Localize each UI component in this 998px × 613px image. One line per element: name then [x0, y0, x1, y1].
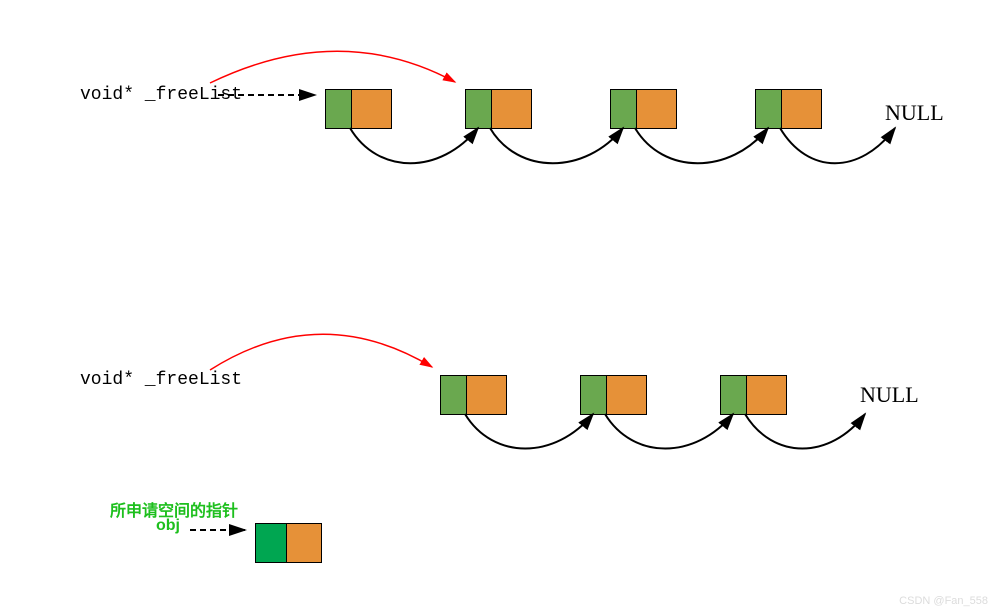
- node-data-part: [607, 376, 646, 414]
- list-node: [610, 89, 677, 129]
- curve-arrow: [780, 128, 895, 163]
- obj-node: [255, 523, 322, 563]
- red-arrow: [210, 51, 455, 83]
- curve-arrow: [490, 128, 623, 163]
- list-node: [580, 375, 647, 415]
- node-ptr-part: [256, 524, 287, 562]
- freelist-label-1: void* _freeList: [80, 85, 242, 105]
- red-arrow: [210, 334, 432, 370]
- obj-label: obj: [156, 517, 180, 535]
- watermark: CSDN @Fan_558: [899, 595, 988, 607]
- node-data-part: [782, 90, 821, 128]
- node-data-part: [287, 524, 321, 562]
- curve-arrow: [605, 414, 733, 449]
- null-label-1: NULL: [885, 100, 944, 126]
- node-data-part: [492, 90, 531, 128]
- node-ptr-part: [326, 90, 352, 128]
- null-label-2: NULL: [860, 382, 919, 408]
- curve-arrow: [350, 128, 478, 163]
- node-data-part: [637, 90, 676, 128]
- node-ptr-part: [441, 376, 467, 414]
- freelist-label-2: void* _freeList: [80, 370, 242, 390]
- list-node: [465, 89, 532, 129]
- node-data-part: [747, 376, 786, 414]
- curve-arrow: [635, 128, 768, 163]
- list-node: [720, 375, 787, 415]
- node-ptr-part: [756, 90, 782, 128]
- list-node: [440, 375, 507, 415]
- node-ptr-part: [721, 376, 747, 414]
- node-ptr-part: [581, 376, 607, 414]
- node-ptr-part: [611, 90, 637, 128]
- node-data-part: [467, 376, 506, 414]
- node-data-part: [352, 90, 391, 128]
- list-node: [325, 89, 392, 129]
- list-node: [755, 89, 822, 129]
- node-ptr-part: [466, 90, 492, 128]
- curve-arrow: [745, 414, 865, 449]
- curve-arrow: [465, 414, 593, 449]
